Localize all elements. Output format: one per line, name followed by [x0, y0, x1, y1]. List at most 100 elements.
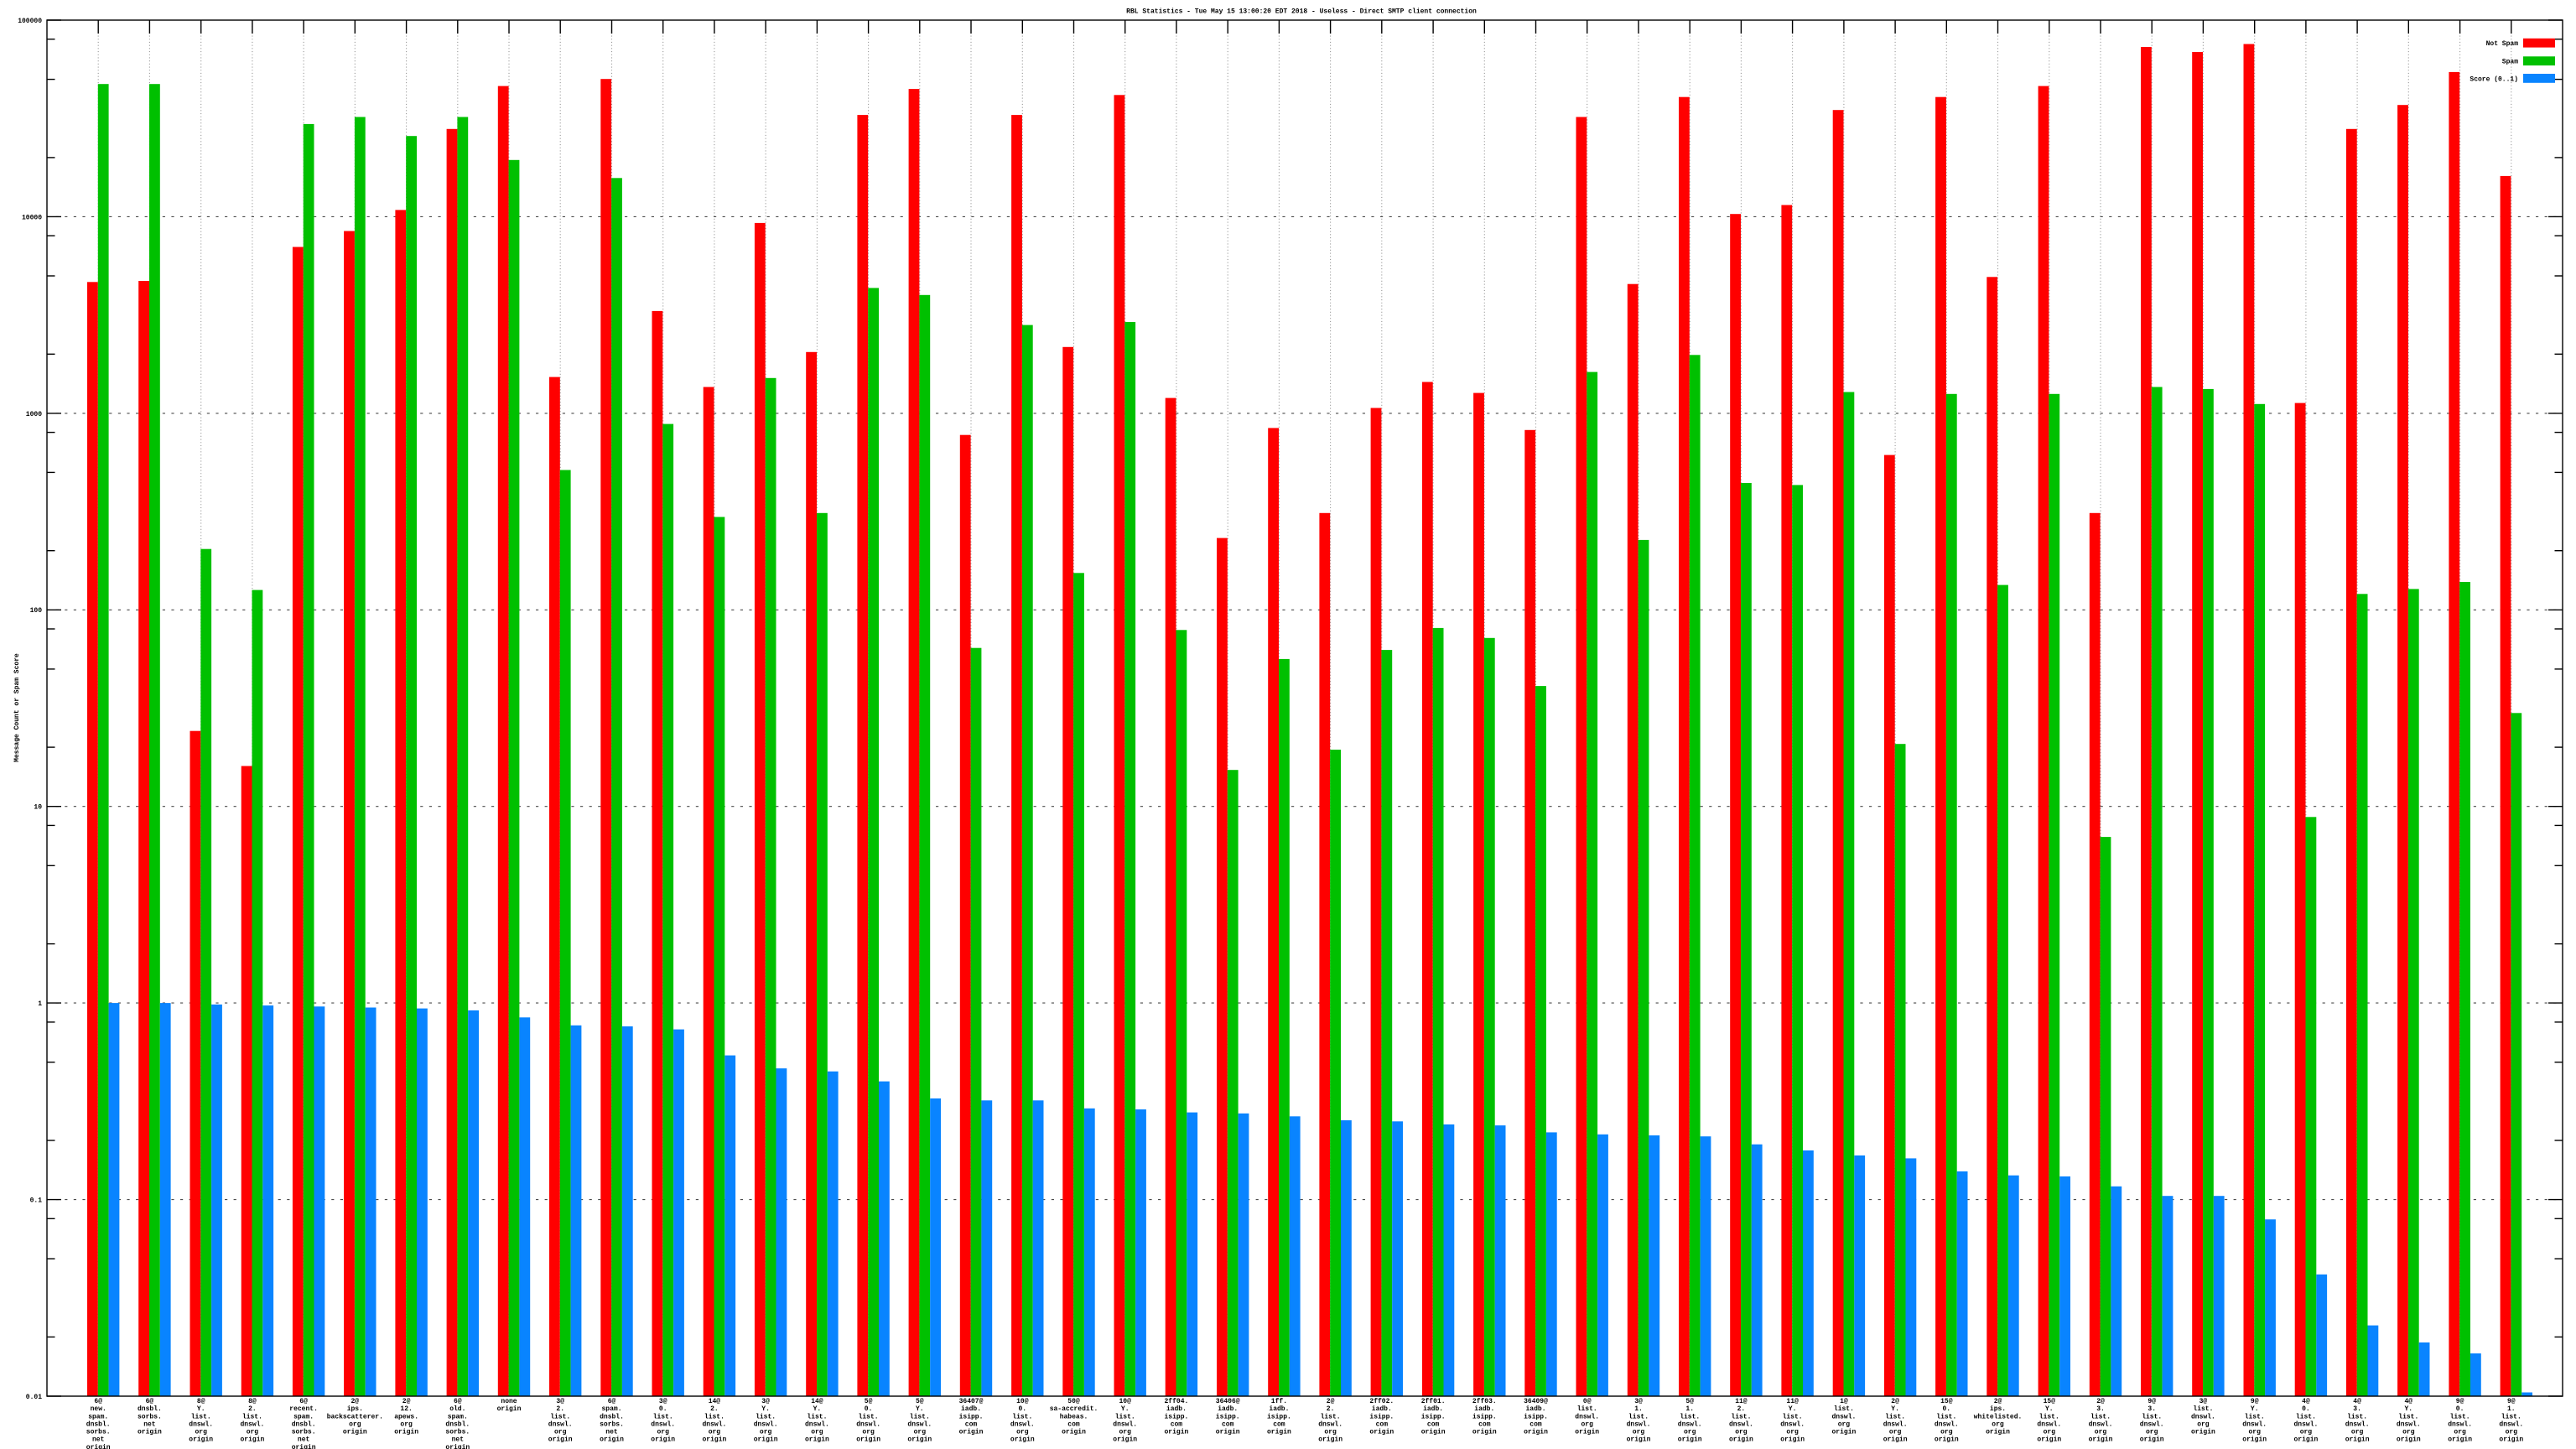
svg-text:12.: 12. [400, 1405, 412, 1413]
svg-text:6@: 6@ [146, 1398, 154, 1405]
svg-text:2.: 2. [556, 1405, 564, 1413]
svg-text:14@: 14@ [709, 1398, 721, 1405]
svg-text:9@: 9@ [2456, 1398, 2464, 1405]
svg-text:org: org [1838, 1420, 1851, 1428]
svg-text:0.: 0. [2456, 1405, 2464, 1413]
svg-text:0.: 0. [1018, 1405, 1026, 1413]
svg-text:dnswl.: dnswl. [805, 1420, 829, 1428]
svg-text:old.: old. [449, 1405, 465, 1413]
svg-text:list.: list. [910, 1413, 930, 1420]
svg-text:dnswl.: dnswl. [651, 1420, 675, 1428]
svg-text:com: com [1376, 1420, 1389, 1428]
svg-text:spam.: spam. [293, 1413, 314, 1420]
svg-text:list.: list. [1628, 1413, 1649, 1420]
svg-text:isipp.: isipp. [1216, 1413, 1240, 1420]
svg-text:list.: list. [2347, 1413, 2367, 1420]
svg-text:net: net [298, 1436, 310, 1444]
svg-text:org: org [1119, 1429, 1131, 1436]
svg-text:2.: 2. [248, 1405, 257, 1413]
svg-text:org: org [1581, 1420, 1593, 1428]
svg-text:Y.: Y. [916, 1405, 924, 1413]
svg-text:origin: origin [2499, 1436, 2523, 1444]
svg-text:origin: origin [1369, 1429, 1394, 1436]
svg-text:dnswl.: dnswl. [1318, 1420, 1343, 1428]
svg-text:origin: origin [754, 1436, 778, 1444]
svg-text:100000: 100000 [18, 18, 42, 25]
svg-text:dnswl.: dnswl. [1627, 1420, 1651, 1428]
svg-text:2.: 2. [1327, 1405, 1335, 1413]
svg-text:8@: 8@ [197, 1398, 205, 1405]
svg-text:origin: origin [1831, 1429, 1856, 1436]
svg-text:dnswl.: dnswl. [1729, 1420, 1753, 1428]
svg-text:org: org [2146, 1429, 2158, 1436]
svg-text:9@: 9@ [2507, 1398, 2516, 1405]
svg-text:iadb.: iadb. [1372, 1405, 1392, 1413]
svg-text:3@: 3@ [1634, 1398, 1643, 1405]
svg-text:list.: list. [2450, 1413, 2470, 1420]
svg-text:dnsbl.: dnsbl. [138, 1405, 162, 1413]
svg-text:origin: origin [702, 1436, 726, 1444]
svg-text:RBL Statistics - Tue May 15 13: RBL Statistics - Tue May 15 13:00:20 EDT… [1126, 8, 1477, 15]
svg-text:2ff04.: 2ff04. [1164, 1398, 1188, 1405]
svg-text:dnswl.: dnswl. [2448, 1420, 2472, 1428]
svg-text:origin: origin [2448, 1436, 2472, 1444]
svg-text:Not Spam: Not Spam [2486, 40, 2519, 48]
svg-text:com: com [1171, 1420, 1183, 1428]
svg-text:list.: list. [704, 1413, 724, 1420]
svg-text:dnswl.: dnswl. [1935, 1420, 1959, 1428]
svg-text:list.: list. [1577, 1405, 1597, 1413]
svg-text:isipp.: isipp. [959, 1413, 984, 1420]
svg-text:origin: origin [1935, 1436, 1959, 1444]
svg-text:2@: 2@ [1327, 1398, 1335, 1405]
svg-text:origin: origin [1729, 1436, 1753, 1444]
svg-text:isipp.: isipp. [1524, 1413, 1548, 1420]
svg-text:com: com [1427, 1420, 1440, 1428]
svg-text:org: org [195, 1429, 207, 1436]
svg-text:origin: origin [600, 1436, 624, 1444]
svg-text:org: org [862, 1429, 875, 1436]
svg-text:origin: origin [2037, 1436, 2061, 1444]
svg-text:2ff03.: 2ff03. [1472, 1398, 1497, 1405]
svg-text:50@: 50@ [1067, 1398, 1080, 1405]
svg-text:apews.: apews. [394, 1413, 418, 1420]
svg-text:2@: 2@ [351, 1398, 359, 1405]
svg-text:sorbs.: sorbs. [86, 1429, 111, 1436]
svg-text:origin: origin [2191, 1429, 2215, 1436]
svg-text:list.: list. [550, 1413, 570, 1420]
svg-text:6@: 6@ [299, 1398, 308, 1405]
svg-text:org: org [1786, 1429, 1799, 1436]
svg-text:origin: origin [86, 1444, 111, 1449]
svg-text:11@: 11@ [1786, 1398, 1799, 1405]
svg-text:Y.: Y. [2251, 1405, 2259, 1413]
svg-text:dnswl.: dnswl. [2499, 1420, 2523, 1428]
svg-text:origin: origin [2345, 1436, 2370, 1444]
svg-text:org: org [2300, 1429, 2313, 1436]
svg-text:org: org [349, 1420, 361, 1428]
svg-text:3@: 3@ [2199, 1398, 2208, 1405]
svg-text:10@: 10@ [1119, 1398, 1131, 1405]
svg-text:100: 100 [30, 607, 43, 615]
svg-text:isipp.: isipp. [1421, 1413, 1446, 1420]
svg-text:4@: 4@ [2353, 1398, 2361, 1405]
svg-text:org: org [2248, 1429, 2261, 1436]
svg-text:2ff02.: 2ff02. [1369, 1398, 1394, 1405]
svg-text:list.: list. [1012, 1413, 1032, 1420]
svg-text:origin: origin [240, 1436, 264, 1444]
svg-text:net: net [92, 1436, 105, 1444]
svg-text:origin: origin [2089, 1436, 2113, 1444]
svg-text:origin: origin [548, 1436, 573, 1444]
svg-text:Y.: Y. [1891, 1405, 1899, 1413]
svg-text:6@: 6@ [94, 1398, 102, 1405]
svg-text:36407@: 36407@ [959, 1398, 984, 1405]
svg-text:spam.: spam. [448, 1413, 468, 1420]
svg-text:org: org [554, 1429, 567, 1436]
svg-text:ips.: ips. [347, 1405, 363, 1413]
svg-text:dnswl.: dnswl. [2140, 1420, 2164, 1428]
svg-text:isipp.: isipp. [1267, 1413, 1291, 1420]
svg-text:list.: list. [1115, 1413, 1135, 1420]
svg-text:isipp.: isipp. [1472, 1413, 1497, 1420]
svg-text:3.: 3. [2353, 1405, 2361, 1413]
svg-text:dnswl.: dnswl. [1831, 1413, 1856, 1420]
svg-text:origin: origin [805, 1436, 829, 1444]
svg-text:dnswl.: dnswl. [1678, 1420, 1702, 1428]
